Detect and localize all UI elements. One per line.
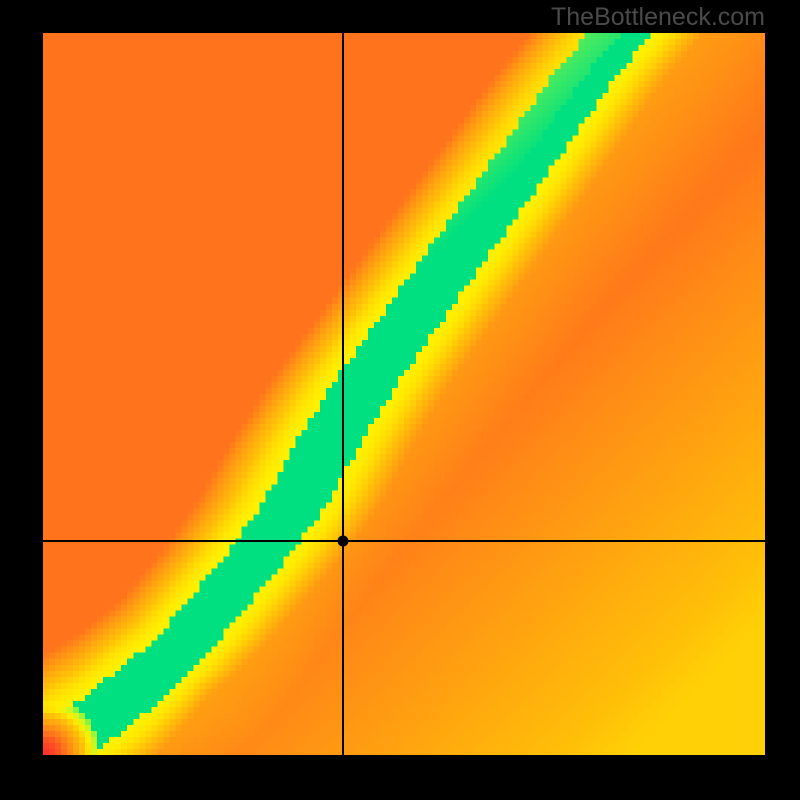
crosshair-horizontal — [43, 540, 765, 542]
heatmap-canvas — [43, 33, 765, 755]
watermark-text: TheBottleneck.com — [551, 3, 765, 32]
crosshair-marker — [337, 536, 348, 547]
chart-container: TheBottleneck.com — [0, 0, 800, 800]
crosshair-vertical — [342, 33, 344, 755]
